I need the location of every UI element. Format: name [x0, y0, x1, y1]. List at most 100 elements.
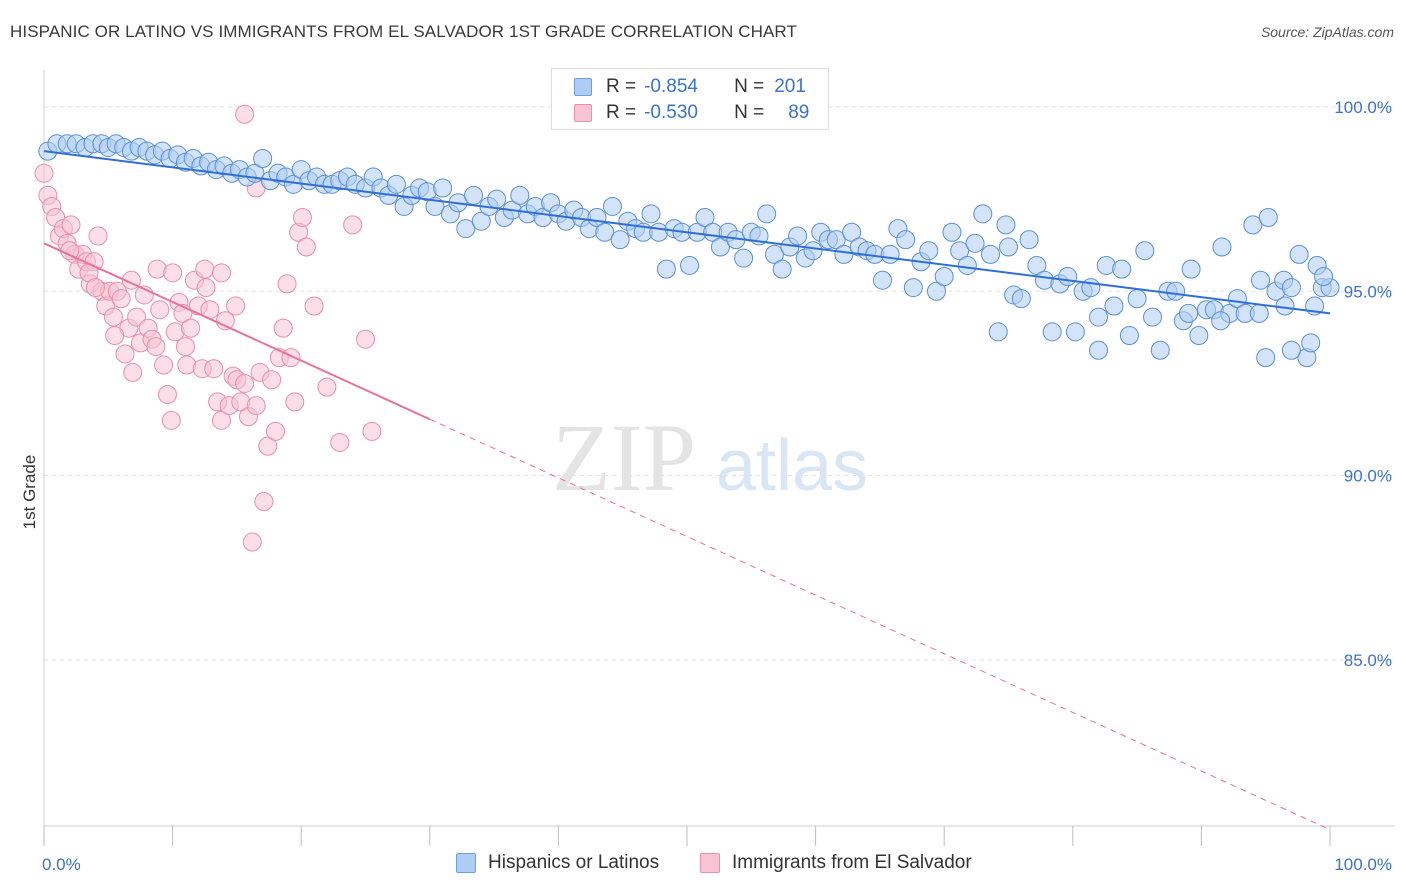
data-point-el-salvador [211, 263, 231, 283]
series-immigrants-el-salvador [34, 104, 382, 552]
data-point-el-salvador [281, 348, 301, 368]
data-point-el-salvador [204, 359, 224, 379]
data-point-hispanic [1179, 303, 1199, 323]
data-point-hispanic [464, 185, 484, 205]
r-label: R = [606, 102, 637, 123]
data-point-hispanic [926, 281, 946, 301]
data-point-hispanic [1211, 311, 1231, 331]
data-point-hispanic [842, 222, 862, 242]
data-point-hispanic [950, 241, 970, 261]
data-point-el-salvador [127, 307, 147, 327]
data-point-el-salvador [235, 104, 255, 124]
data-point-hispanic [1166, 281, 1186, 301]
data-point-hispanic [834, 244, 854, 264]
data-point-el-salvador [356, 329, 375, 349]
trend-lines [43, 150, 1331, 831]
data-point-hispanic [896, 230, 916, 250]
data-point-el-salvador [254, 491, 274, 511]
data-point-hispanic [1112, 259, 1132, 279]
watermark-zip: ZIP [552, 404, 696, 511]
data-point-el-salvador [215, 311, 235, 331]
data-point-hispanic [1181, 259, 1201, 279]
legend-item-el-salvador[interactable]: Immigrants from El Salvador [700, 852, 972, 874]
y-tick-label: 85.0% [1344, 651, 1392, 670]
data-point-hispanic [386, 174, 406, 194]
data-point-hispanic [1189, 326, 1209, 346]
el-salvador-swatch [574, 104, 592, 122]
data-point-el-salvador [161, 410, 181, 430]
watermark: ZIP atlas [552, 404, 868, 511]
data-point-hispanic [988, 322, 1008, 342]
data-point-hispanic [1256, 348, 1276, 368]
n-label: N = [734, 76, 765, 97]
data-point-hispanic [1119, 326, 1139, 346]
data-point-hispanic [764, 244, 784, 264]
data-point-hispanic [880, 244, 900, 264]
data-point-hispanic [1314, 267, 1334, 287]
data-point-hispanic [456, 219, 476, 239]
data-point-el-salvador [273, 318, 293, 338]
stats-row-hispanic: R = -0.854 N = 201 [574, 75, 806, 99]
data-point-el-salvador [61, 215, 81, 235]
data-point-el-salvador [211, 410, 231, 430]
trend-line-hispanic [43, 150, 1331, 315]
data-point-el-salvador [175, 337, 195, 357]
data-point-el-salvador [226, 296, 246, 316]
data-point-el-salvador [195, 259, 215, 279]
data-point-el-salvador [292, 208, 312, 228]
data-point-hispanic [772, 259, 792, 279]
data-point-hispanic [1019, 230, 1039, 250]
data-point-hispanic [803, 241, 823, 261]
data-point-el-salvador [317, 377, 337, 397]
data-point-hispanic [1089, 307, 1109, 327]
series-hispanics-latinos [38, 134, 1340, 368]
data-point-hispanic [1135, 241, 1155, 261]
data-point-hispanic [957, 255, 977, 275]
data-point-el-salvador [196, 278, 216, 298]
data-point-hispanic [980, 244, 1000, 264]
data-point-hispanic [1301, 333, 1321, 353]
data-point-el-salvador [111, 289, 131, 309]
data-point-el-salvador [157, 385, 177, 405]
legend-label-el-salvador: Immigrants from El Salvador [732, 852, 972, 873]
legend-item-hispanic[interactable]: Hispanics or Latinos [456, 852, 659, 874]
n-label: N = [734, 102, 765, 123]
source-label: Source: ZipAtlas.com [1260, 24, 1394, 40]
data-point-hispanic [973, 204, 993, 224]
data-point-el-salvador [296, 237, 316, 257]
data-point-hispanic [1249, 303, 1269, 323]
data-point-hispanic [1081, 278, 1101, 298]
stats-legend: R = -0.854 N = 201 R = -0.530 N = 89 [551, 68, 829, 130]
data-point-hispanic [1104, 296, 1124, 316]
r-value: -0.854 [644, 76, 698, 97]
y-axis-label: 1st Grade [20, 455, 39, 530]
data-point-el-salvador [362, 421, 382, 441]
r-label: R = [606, 76, 637, 97]
data-point-hispanic [510, 185, 530, 205]
data-point-hispanic [1011, 289, 1031, 309]
hispanic-swatch [574, 78, 592, 96]
data-point-el-salvador [163, 263, 183, 283]
data-point-hispanic [610, 230, 630, 250]
data-point-el-salvador [115, 344, 135, 364]
data-point-el-salvador [105, 326, 125, 346]
data-point-hispanic [1251, 270, 1271, 290]
r-value: -0.530 [644, 102, 698, 123]
data-point-hispanic [942, 222, 962, 242]
data-point-el-salvador [262, 370, 282, 390]
data-point-hispanic [710, 237, 730, 257]
data-point-el-salvador [277, 274, 297, 294]
data-point-hispanic [1089, 340, 1109, 360]
data-point-hispanic [680, 255, 700, 275]
data-point-hispanic [1042, 322, 1062, 342]
tick-labels: 85.0% 90.0% 95.0% 100.0% 0.0% 100.0% [42, 98, 1392, 874]
data-point-el-salvador [103, 307, 123, 327]
series-legend: Hispanics or Latinos Immigrants from El … [0, 852, 1406, 878]
data-point-hispanic [788, 226, 808, 246]
data-point-hispanic [253, 149, 273, 169]
trend-line-el-salvador [43, 242, 431, 421]
data-point-hispanic [919, 241, 939, 261]
data-point-el-salvador [258, 436, 278, 456]
data-point-el-salvador [285, 392, 305, 412]
